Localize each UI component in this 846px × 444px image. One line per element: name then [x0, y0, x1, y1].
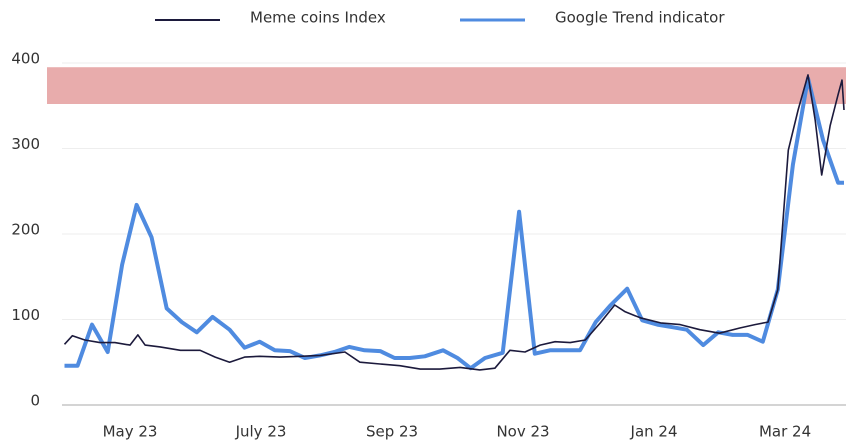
x-tick-label: Sep 23 — [366, 423, 418, 441]
x-tick-label: Mar 24 — [759, 423, 811, 441]
x-tick-label: Nov 23 — [496, 423, 549, 441]
x-tick-label: Jan 24 — [630, 423, 678, 441]
x-tick-label: May 23 — [103, 423, 158, 441]
legend-label: Meme coins Index — [250, 9, 386, 27]
y-tick-label: 200 — [11, 220, 40, 238]
y-tick-label: 400 — [11, 49, 40, 67]
line — [63, 74, 845, 371]
y-tick-label: 300 — [11, 135, 40, 153]
x-tick-label: July 23 — [235, 423, 287, 441]
y-tick-label: 100 — [11, 306, 40, 324]
legend-label: Google Trend indicator — [555, 9, 725, 27]
y-tick-label: 0 — [30, 392, 40, 410]
line — [64, 76, 844, 371]
highlight-band — [47, 67, 846, 104]
